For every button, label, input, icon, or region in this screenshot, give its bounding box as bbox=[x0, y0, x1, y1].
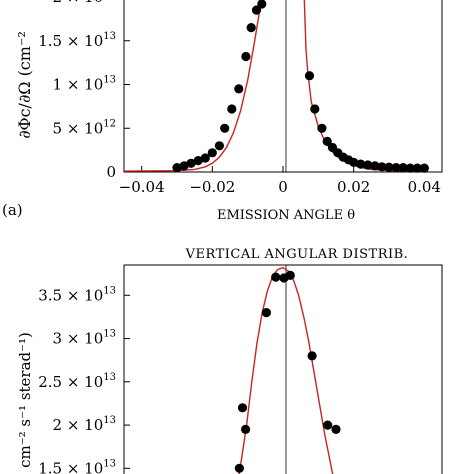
panel-b-y-tick-label: 3.5 × 1013 bbox=[38, 285, 116, 304]
panel-a-data-point bbox=[363, 160, 373, 170]
panel-a-data-point bbox=[251, 5, 262, 15]
plot-frame-a bbox=[123, 0, 443, 173]
panel-a-data-point bbox=[398, 163, 408, 173]
panel-a-data-point bbox=[304, 71, 315, 81]
panel-a-x-tick-label: −0.04 bbox=[119, 178, 165, 196]
panel-a-data-point bbox=[412, 163, 422, 173]
panel-a-data-point bbox=[356, 159, 366, 169]
panel-a-y-tick-label: 5 × 1012 bbox=[53, 118, 116, 137]
y-axis-label-a: ∂Φc/∂Ω (cm⁻² bbox=[15, 31, 34, 139]
tick-base: 3.5 × 10 bbox=[38, 286, 103, 304]
panel-a-data-point bbox=[172, 163, 182, 173]
panel-a-data-point bbox=[193, 156, 203, 166]
tick-base: 1.5 × 10 bbox=[38, 32, 103, 50]
tick-exponent: 13 bbox=[103, 415, 116, 426]
panel-a-data-point bbox=[419, 163, 429, 173]
panel-b-data-point bbox=[285, 270, 295, 280]
panel-b-data-point bbox=[237, 403, 248, 413]
panel-a-data-point bbox=[405, 163, 415, 173]
panel-a-x-tick-label: 0.02 bbox=[337, 178, 370, 196]
tick-exponent: 13 bbox=[103, 285, 116, 296]
panel-b-data-point bbox=[271, 272, 281, 282]
tick-base: 2 × 10 bbox=[53, 416, 104, 434]
tick-base: 1.5 × 10 bbox=[38, 459, 103, 474]
panel-b-data-point bbox=[331, 424, 341, 434]
chart-title-b: VERTICAL ANGULAR DISTRIB. bbox=[185, 247, 409, 262]
model-curve-a bbox=[123, 0, 425, 172]
panel-a-data-point bbox=[317, 123, 327, 133]
panel-a-y-tick-label: 0 bbox=[106, 163, 116, 181]
panel-b-model-curve-line bbox=[238, 266, 334, 474]
panel-a-data-point bbox=[384, 162, 394, 172]
panel-b-y-tick-label: 3 × 1013 bbox=[53, 329, 116, 348]
panel-a-x-tick-label: 0.04 bbox=[408, 178, 441, 196]
tick-base: 5 × 10 bbox=[53, 119, 104, 137]
panel-a-data-point bbox=[241, 51, 251, 62]
data-points-a bbox=[172, 0, 429, 173]
panel-a-data-point bbox=[370, 161, 380, 171]
panel-a-data-point bbox=[214, 141, 224, 151]
tick-exponent: 13 bbox=[103, 31, 116, 42]
panel-b-y-tick-label: 2 × 1013 bbox=[53, 415, 116, 434]
panel-b-data-point bbox=[234, 463, 244, 473]
panel-a-data-point bbox=[377, 162, 387, 172]
panel-b-y-tick-label: 2.5 × 1013 bbox=[38, 372, 116, 391]
panel-a-x-tick-label: 0 bbox=[278, 178, 288, 196]
tick-base: 0 bbox=[106, 163, 116, 181]
panel-a-data-point bbox=[220, 123, 230, 133]
model-curve-b bbox=[238, 266, 334, 474]
panel-a-data-point bbox=[207, 148, 217, 158]
panel-a-data-point bbox=[391, 163, 401, 173]
tick-base: 2 × 10 bbox=[53, 0, 104, 6]
panel-a-y-tick-label: 2 × 1013 bbox=[53, 0, 116, 6]
panel-a-data-point bbox=[200, 153, 210, 163]
panel-a-data-point bbox=[257, 0, 267, 9]
tick-exponent: 13 bbox=[103, 329, 116, 340]
tick-base: 1 × 10 bbox=[53, 76, 104, 94]
panel-a-model-curve-line bbox=[123, 0, 425, 172]
plot-frame-b bbox=[123, 264, 443, 474]
panel-a-y-tick-label: 1.5 × 1013 bbox=[38, 31, 116, 50]
tick-exponent: 12 bbox=[103, 118, 116, 129]
panel-a-data-point bbox=[227, 104, 237, 114]
panel-a-data-point bbox=[322, 136, 332, 146]
panel-a-x-tick-label: −0.02 bbox=[189, 178, 235, 196]
panel-a-data-point bbox=[246, 23, 256, 33]
panel-a-data-point bbox=[234, 84, 244, 94]
data-points-b bbox=[234, 270, 341, 473]
x-axis-label-a: EMISSION ANGLE θ bbox=[217, 208, 355, 223]
panel-b-y-tick-label: 1.5 × 1013 bbox=[38, 458, 116, 474]
panel-a-data-point bbox=[349, 157, 359, 167]
panel-b-data-point bbox=[261, 308, 271, 318]
panel-a-data-point bbox=[186, 158, 196, 168]
panel-a-y-tick-label: 1 × 1013 bbox=[53, 75, 116, 94]
panel-a-data-point bbox=[310, 104, 320, 114]
panel-b-data-point bbox=[323, 420, 333, 430]
tick-base: 2.5 × 10 bbox=[38, 373, 103, 391]
tick-exponent: 13 bbox=[103, 372, 116, 383]
tick-exponent: 13 bbox=[103, 458, 116, 469]
tick-exponent: 13 bbox=[103, 75, 116, 86]
panel-b-data-point bbox=[241, 424, 251, 434]
y-axis-label-b: cm⁻² s⁻¹ sterad⁻¹) bbox=[16, 332, 34, 468]
panel-b-data-point bbox=[307, 351, 317, 361]
panel-a-data-point bbox=[179, 161, 189, 171]
tick-base: 3 × 10 bbox=[53, 330, 104, 348]
panel-label-a: (a) bbox=[2, 201, 23, 219]
